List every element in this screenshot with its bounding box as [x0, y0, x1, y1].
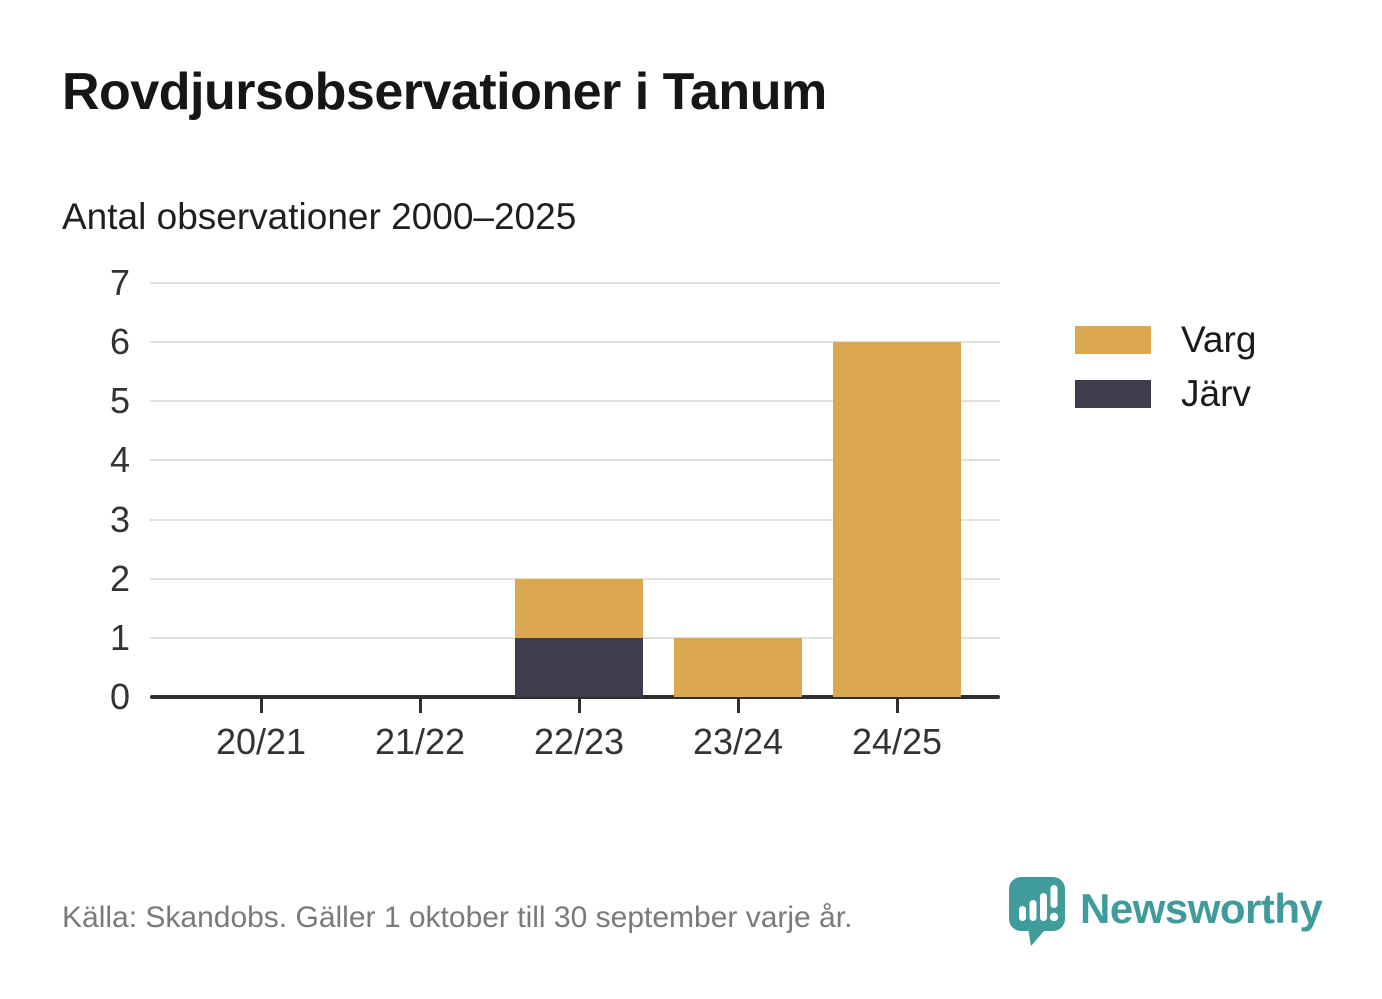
gridline	[150, 518, 1000, 521]
bar-segment-varg	[833, 342, 961, 697]
y-tick-label: 0	[109, 676, 130, 717]
x-tick-label: 23/24	[692, 721, 784, 762]
legend: Varg Järv	[1075, 318, 1256, 426]
bar-segment-varg	[674, 637, 802, 697]
x-tick-label: 20/21	[215, 721, 307, 762]
x-tick-mark	[418, 699, 422, 713]
newsworthy-speech-bubble-chart-icon	[1009, 877, 1065, 946]
x-tick-mark	[259, 699, 263, 713]
y-tick-label: 1	[109, 616, 130, 658]
y-tick-label: 5	[109, 380, 130, 422]
x-tick-mark	[736, 699, 740, 713]
source-note: Källa: Skandobs. Gäller 1 oktober till 3…	[62, 901, 853, 934]
newsworthy-wordmark: Newsworthy	[1080, 885, 1323, 932]
legend-label: Järv	[1181, 373, 1251, 414]
x-tick-label: 22/23	[533, 721, 625, 762]
chart-subtitle: Antal observationer 2000–2025	[62, 196, 577, 237]
x-axis-line	[150, 695, 1000, 699]
y-tick-label: 7	[109, 262, 130, 303]
page-title: Rovdjursobservationer i Tanum	[62, 63, 827, 121]
x-tick-mark	[577, 699, 581, 713]
legend-item-varg: Varg	[1075, 318, 1256, 362]
y-tick-label: 3	[109, 498, 130, 540]
newsworthy-logo: Newsworthy	[1008, 876, 1323, 948]
legend-swatch	[1075, 326, 1151, 354]
bar-segment-järv	[515, 637, 643, 697]
bar-segment-varg	[515, 578, 643, 638]
x-tick-label: 24/25	[851, 721, 943, 762]
gridline	[150, 459, 1000, 462]
plot-area: 0 1 2 3 4 5 6 7 20/21 21/22 22/23 23/24 24/25	[110, 262, 1000, 762]
y-tick-label: 6	[109, 321, 130, 363]
x-tick-mark	[895, 699, 899, 713]
gridline	[150, 341, 1000, 344]
legend-swatch	[1075, 380, 1151, 408]
y-tick-label: 2	[109, 557, 130, 599]
legend-label: Varg	[1181, 319, 1257, 360]
legend-item-järv: Järv	[1075, 372, 1256, 416]
y-tick-label: 4	[109, 439, 130, 481]
gridline	[150, 400, 1000, 403]
gridline	[150, 282, 1000, 284]
x-tick-label: 21/22	[374, 721, 466, 762]
